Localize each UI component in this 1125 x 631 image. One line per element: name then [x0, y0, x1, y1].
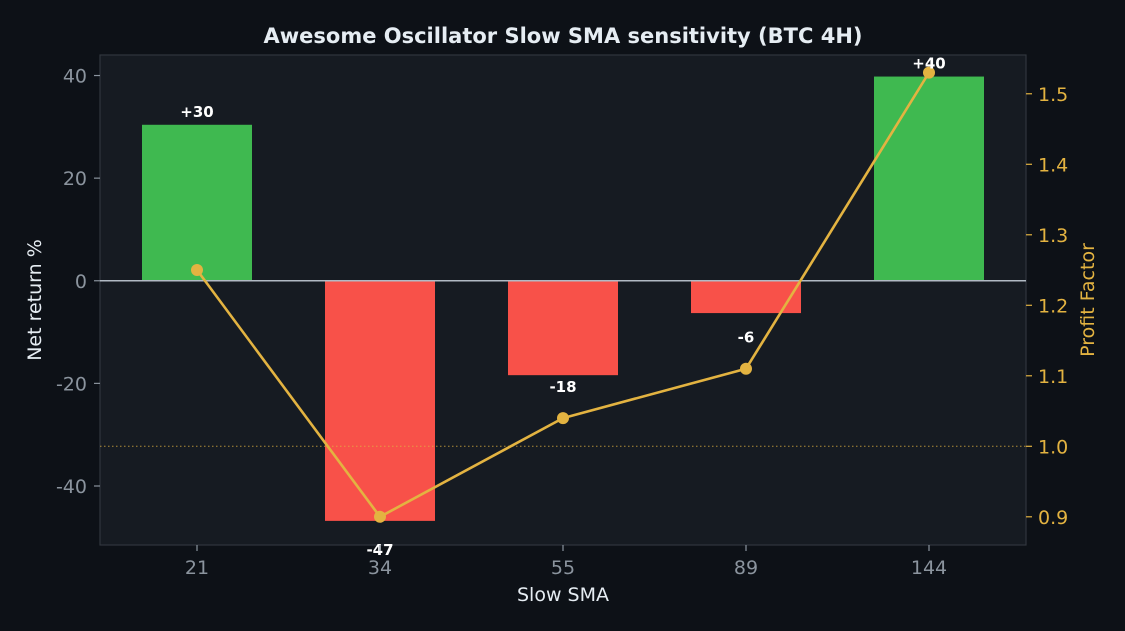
- profit-factor-point-89: [740, 362, 752, 375]
- chart-title: Awesome Oscillator Slow SMA sensitivity …: [264, 24, 863, 48]
- y2-tick-label: 1.0: [1038, 436, 1068, 458]
- profit-factor-point-55: [557, 412, 569, 425]
- y-tick-label: 20: [63, 168, 87, 190]
- y-tick-label: -40: [56, 476, 87, 498]
- y-tick-label: -20: [56, 373, 87, 395]
- left-axis: 40 20 0 -20 -40: [56, 66, 100, 498]
- y2-tick-label: 1.2: [1038, 295, 1068, 317]
- x-tick-label: 21: [185, 557, 209, 579]
- y2-tick-label: 1.3: [1038, 225, 1068, 247]
- profit-factor-point-21: [191, 264, 203, 277]
- bar-value-label-21: +30: [180, 103, 213, 121]
- bar-144: [874, 76, 984, 281]
- y2-tick-label: 1.5: [1038, 84, 1068, 106]
- y-tick-label: 0: [75, 271, 87, 293]
- x-tick-label: 55: [551, 557, 575, 579]
- bar-labels: +30-47-18-6+40: [180, 55, 945, 559]
- profit-factor-point-144: [923, 66, 935, 79]
- bar-21: [142, 124, 252, 281]
- y2-tick-label: 0.9: [1038, 507, 1068, 529]
- x-tick-label: 144: [911, 557, 947, 579]
- y2-axis-label: Profit Factor: [1077, 243, 1099, 357]
- x-axis: 21 34 55 89 144: [185, 545, 947, 579]
- y-axis-label: Net return %: [24, 239, 46, 361]
- bar-value-label-144: +40: [912, 55, 945, 73]
- bar-value-label-55: -18: [549, 378, 576, 396]
- bar-value-label-89: -6: [738, 329, 755, 347]
- right-axis: 1.5 1.4 1.3 1.2 1.1 1.0 0.9: [1026, 84, 1068, 529]
- y-tick-label: 40: [63, 66, 87, 88]
- x-tick-label: 89: [734, 557, 758, 579]
- bar-series: [142, 76, 984, 521]
- y2-tick-label: 1.4: [1038, 154, 1068, 176]
- bar-34: [325, 280, 435, 521]
- y2-tick-label: 1.1: [1038, 366, 1068, 388]
- profit-factor-point-34: [374, 510, 386, 523]
- x-axis-label: Slow SMA: [517, 584, 609, 606]
- bar-55: [508, 280, 618, 376]
- x-tick-label: 34: [368, 557, 392, 579]
- line-series-group: [191, 66, 935, 523]
